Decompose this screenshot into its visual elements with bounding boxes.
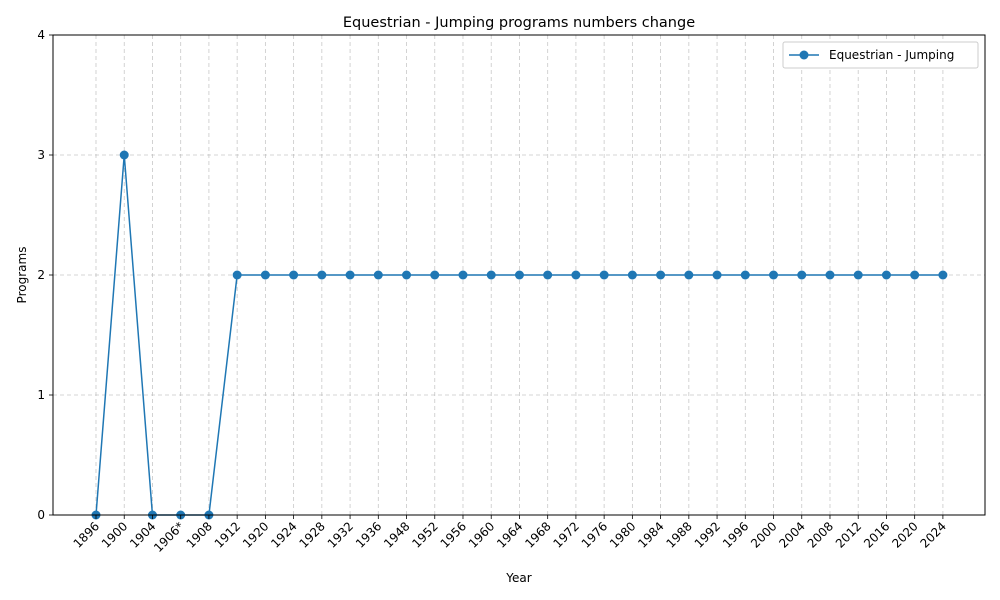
data-point <box>797 270 807 280</box>
y-axis: 0 1 2 3 4 <box>37 28 53 522</box>
x-tick-label: 2000 <box>748 519 779 550</box>
data-point <box>486 270 496 280</box>
x-tick-label: 1964 <box>494 519 525 550</box>
legend-frame <box>782 41 979 69</box>
legend-marker <box>799 50 809 60</box>
data-point <box>881 270 891 280</box>
data-point <box>627 270 637 280</box>
data-point <box>910 270 920 280</box>
x-tick-label: 1952 <box>409 519 440 550</box>
x-tick-label: 1924 <box>268 519 299 550</box>
data-point <box>543 270 553 280</box>
x-tick-label: 1900 <box>99 519 130 550</box>
y-tick-label: 2 <box>37 268 45 282</box>
x-tick-label: 1972 <box>551 519 582 550</box>
x-tick-label: 1956 <box>438 519 469 550</box>
x-tick-label: 1960 <box>466 519 497 550</box>
data-point <box>571 270 581 280</box>
data-point <box>514 270 524 280</box>
y-tick-label: 1 <box>37 388 45 402</box>
x-tick-label: 1896 <box>71 519 102 550</box>
x-tick-label: 2004 <box>776 519 807 550</box>
x-tick-label: 1980 <box>607 519 638 550</box>
data-point <box>684 270 694 280</box>
x-tick-label: 1920 <box>240 519 271 550</box>
x-tick-label: 1912 <box>212 519 243 550</box>
y-tick-label: 3 <box>37 148 45 162</box>
data-point <box>656 270 666 280</box>
series-line <box>95 154 943 516</box>
y-axis-label: Programs <box>15 247 29 304</box>
data-point <box>853 270 863 280</box>
x-tick-label: 1988 <box>663 519 694 550</box>
data-point <box>938 270 948 280</box>
x-tick-label: 1976 <box>579 519 610 550</box>
x-tick-label: 1936 <box>353 519 384 550</box>
x-tick-label: 2016 <box>861 519 892 550</box>
data-point <box>317 270 327 280</box>
x-tick-label: 1908 <box>184 519 215 550</box>
data-point <box>769 270 779 280</box>
x-tick-label: 2024 <box>918 519 949 550</box>
x-tick-label: 1984 <box>635 519 666 550</box>
legend: Equestrian - Jumping <box>782 41 979 69</box>
chart-title: Equestrian - Jumping programs numbers ch… <box>343 15 695 31</box>
x-tick-label: 2020 <box>889 519 920 550</box>
data-point <box>345 270 355 280</box>
data-point <box>119 150 129 160</box>
y-tick-label: 4 <box>37 28 45 42</box>
x-tick-label: 1928 <box>296 519 327 550</box>
data-point <box>402 270 412 280</box>
legend-label: Equestrian - Jumping <box>829 48 954 62</box>
data-point <box>373 270 383 280</box>
data-point <box>599 270 609 280</box>
x-tick-label: 1948 <box>381 519 412 550</box>
data-point <box>289 270 299 280</box>
x-tick-label: 1968 <box>522 519 553 550</box>
x-tick-label: 2012 <box>833 519 864 550</box>
data-point <box>825 270 835 280</box>
x-axis-label: Year <box>505 571 531 585</box>
data-point <box>458 270 468 280</box>
x-tick-label: 1992 <box>692 519 723 550</box>
data-point <box>740 270 750 280</box>
data-point <box>712 270 722 280</box>
x-axis: 1896190019041906*19081912192019241928193… <box>71 515 949 555</box>
x-tick-label: 1932 <box>325 519 356 550</box>
data-point <box>260 270 270 280</box>
x-tick-label: 1906* <box>151 519 187 555</box>
y-tick-label: 0 <box>37 508 45 522</box>
data-point <box>430 270 440 280</box>
x-tick-label: 2008 <box>805 519 836 550</box>
data-point <box>232 270 242 280</box>
x-tick-label: 1996 <box>720 519 751 550</box>
